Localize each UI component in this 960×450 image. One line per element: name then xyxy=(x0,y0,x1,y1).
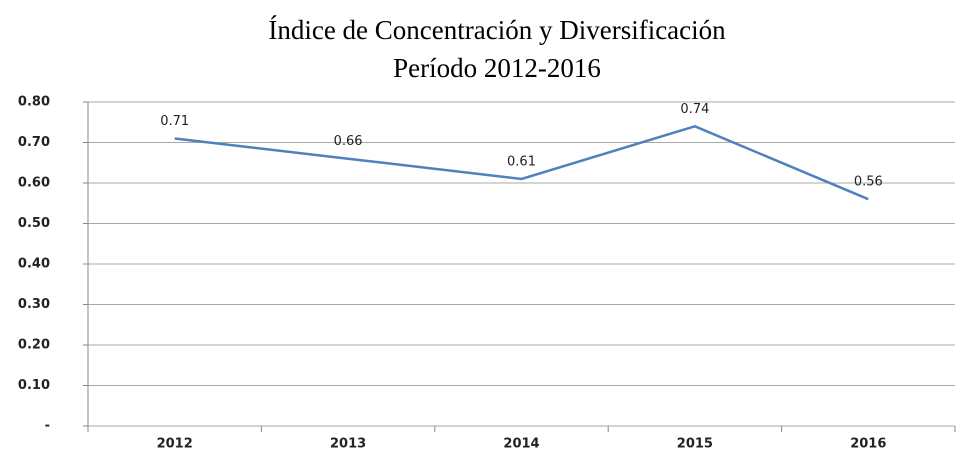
x-tick-label: 2012 xyxy=(157,437,193,450)
x-tick-label: 2013 xyxy=(330,437,366,450)
x-tick-label: 2016 xyxy=(850,437,886,450)
y-tick-label: 0.70 xyxy=(18,135,50,150)
y-tick-label: 0.60 xyxy=(18,176,50,191)
y-tick-label: 0.20 xyxy=(18,338,50,353)
data-label: 0.66 xyxy=(334,134,363,149)
y-tick-label: 0.40 xyxy=(18,257,50,272)
y-tick-label: 0.30 xyxy=(18,297,50,312)
data-label: 0.74 xyxy=(680,102,709,117)
data-line xyxy=(174,124,869,201)
data-label: 0.71 xyxy=(160,114,189,129)
y-tick-label: 0.80 xyxy=(18,95,50,110)
y-tick-label: - xyxy=(45,419,50,434)
y-tick-label: 0.50 xyxy=(18,216,50,231)
data-label: 0.61 xyxy=(507,154,536,169)
chart-title: Índice de Concentración y Diversificació… xyxy=(268,15,726,45)
data-label: 0.56 xyxy=(854,175,883,190)
x-tick-label: 2015 xyxy=(677,437,713,450)
chart-subtitle: Período 2012-2016 xyxy=(393,53,601,83)
x-tick-label: 2014 xyxy=(503,437,539,450)
y-tick-label: 0.10 xyxy=(18,378,50,393)
